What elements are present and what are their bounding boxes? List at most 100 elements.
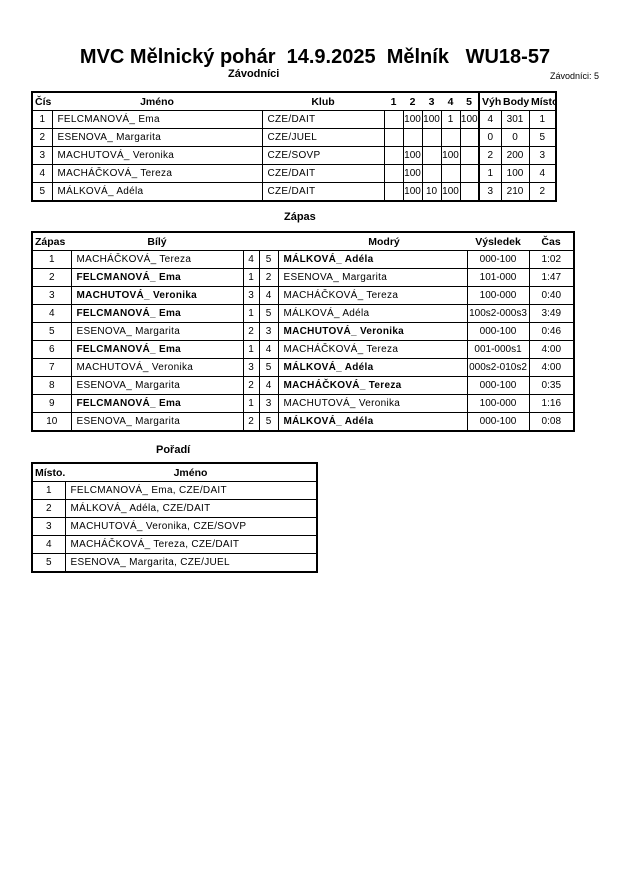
match-number: 6 — [31, 340, 72, 359]
white-competitor: MACHUTOVÁ_ Veronika — [70, 286, 244, 305]
white-number: 1 — [242, 268, 260, 287]
white-competitor: MACHÁČKOVÁ_ Tereza — [70, 250, 244, 269]
blue-number: 5 — [258, 358, 279, 377]
bout-score — [383, 182, 404, 202]
match-number: 10 — [31, 412, 72, 432]
table-row: 3 MACHUTOVÁ_ Veronika CZE/SOVP 100 100 2 200 3 — [31, 146, 557, 165]
competitor-club: CZE/DAIT — [261, 164, 385, 183]
bout-score — [459, 182, 480, 202]
competitor-number: 1 — [31, 110, 53, 129]
blue-number: 5 — [258, 304, 279, 323]
page-title: MVC Mělnický pohár 14.9.2025 Mělník WU18… — [79, 46, 551, 68]
competitor-place: 4 — [528, 164, 557, 183]
competitor-number: 5 — [31, 182, 53, 202]
competitor-place: 3 — [528, 146, 557, 165]
table-row: 1 FELCMANOVÁ_ Ema CZE/DAIT 100 100 1 100 4 301 1 — [31, 110, 557, 129]
table-row: 3 MACHUTOVÁ_ Veronika 3 4 MACHÁČKOVÁ_ Tereza… — [31, 286, 575, 305]
blue-competitor: MACHUTOVÁ_ Veronika — [277, 322, 468, 341]
match-result: 001-000s1 — [466, 340, 530, 359]
table-row: 4 FELCMANOVÁ_ Ema 1 5 MÁLKOVÁ_ Adéla 100s2-00… — [31, 304, 575, 323]
competitor-points: 210 — [500, 182, 530, 202]
matches-heading: Zápas — [284, 211, 316, 223]
match-result: 000-100 — [466, 250, 530, 269]
match-number: 3 — [31, 286, 72, 305]
match-number: 5 — [31, 322, 72, 341]
table-row: 2 MÁLKOVÁ_ Adéla, CZE/DAIT — [31, 499, 318, 518]
bout-score — [459, 128, 480, 147]
match-time: 4:00 — [528, 358, 575, 377]
bout-score — [383, 128, 404, 147]
match-result: 000-100 — [466, 322, 530, 341]
column-header: 1 — [390, 95, 397, 108]
bout-score: 100 — [402, 182, 423, 202]
competitor-wins: 4 — [478, 110, 502, 129]
ranking-name: MÁLKOVÁ_ Adéla, CZE/DAIT — [64, 499, 318, 518]
column-header: 2 — [409, 95, 416, 108]
white-competitor: FELCMANOVÁ_ Ema — [70, 340, 244, 359]
white-number: 1 — [242, 340, 260, 359]
ranking-name: ESENOVA_ Margarita, CZE/JUEL — [64, 553, 318, 573]
competitor-points: 200 — [500, 146, 530, 165]
white-number: 2 — [242, 412, 260, 432]
table-row: 7 MACHUTOVÁ_ Veronika 3 5 MÁLKOVÁ_ Adéla 000s… — [31, 358, 575, 377]
bout-score — [440, 128, 461, 147]
match-time: 1:02 — [528, 250, 575, 269]
bout-score — [402, 128, 423, 147]
white-number: 3 — [242, 358, 260, 377]
competitor-club: CZE/JUEL — [261, 128, 385, 147]
column-header: Výhra — [478, 92, 501, 111]
match-result: 000-100 — [466, 376, 530, 395]
table-row: 1 MACHÁČKOVÁ_ Tereza 4 5 MÁLKOVÁ_ Adéla 000-1… — [31, 250, 575, 269]
bout-score — [459, 164, 480, 183]
blue-number: 3 — [258, 322, 279, 341]
bout-score — [421, 146, 442, 165]
bout-score: 100 — [440, 182, 461, 202]
competitors-count: Závodníci: 5 — [549, 71, 599, 81]
result-header: Výsledek — [475, 235, 521, 248]
column-header: Číslo — [35, 95, 52, 108]
bout-score: 100 — [459, 110, 480, 129]
competitor-club: CZE/SOVP — [261, 146, 385, 165]
white-number: 1 — [242, 394, 260, 413]
match-time: 3:49 — [528, 304, 575, 323]
blue-competitor: ESENOVA_ Margarita — [277, 268, 468, 287]
column-header: 3 — [428, 95, 435, 108]
white-competitor: ESENOVA_ Margarita — [70, 376, 244, 395]
match-time: 4:00 — [528, 340, 575, 359]
match-time: 0:46 — [528, 322, 575, 341]
competitor-wins: 0 — [478, 128, 502, 147]
table-row: 6 FELCMANOVÁ_ Ema 1 4 MACHÁČKOVÁ_ Tereza 001-… — [31, 340, 575, 359]
white-number: 4 — [242, 250, 260, 269]
bout-score — [440, 164, 461, 183]
competitor-place: 2 — [528, 182, 557, 202]
competitor-club: CZE/DAIT — [261, 110, 385, 129]
ranking-heading: Pořadí — [156, 444, 191, 456]
table-row: 2 ESENOVA_ Margarita CZE/JUEL 0 0 5 — [31, 128, 557, 147]
bout-score — [421, 164, 442, 183]
match-no-header: Zápas — [35, 235, 66, 248]
white-number: 3 — [242, 286, 260, 305]
match-result: 100-000 — [466, 394, 530, 413]
match-number: 1 — [31, 250, 72, 269]
bout-score: 100 — [440, 146, 461, 165]
white-number: 2 — [242, 322, 260, 341]
blue-number: 4 — [258, 286, 279, 305]
blue-number: 4 — [258, 376, 279, 395]
blue-number: 3 — [258, 394, 279, 413]
competitor-name: MACHÁČKOVÁ_ Tereza — [51, 164, 263, 183]
white-competitor: ESENOVA_ Margarita — [70, 322, 244, 341]
white-number: 1 — [242, 304, 260, 323]
table-row: 5 MÁLKOVÁ_ Adéla CZE/DAIT 100 10 100 3 210 2 — [31, 182, 557, 202]
bout-score: 100 — [402, 146, 423, 165]
table-row: 2 FELCMANOVÁ_ Ema 1 2 ESENOVA_ Margarita 101-… — [31, 268, 575, 287]
bout-score — [383, 146, 404, 165]
ranking-place: 3 — [31, 517, 66, 536]
competitor-place: 1 — [528, 110, 557, 129]
blue-header: Modrý — [368, 235, 400, 248]
competitor-wins: 2 — [478, 146, 502, 165]
white-competitor: MACHUTOVÁ_ Veronika — [70, 358, 244, 377]
blue-number: 4 — [258, 340, 279, 359]
competitor-number: 4 — [31, 164, 53, 183]
competitor-wins: 1 — [478, 164, 502, 183]
blue-competitor: MÁLKOVÁ_ Adéla — [277, 358, 468, 377]
